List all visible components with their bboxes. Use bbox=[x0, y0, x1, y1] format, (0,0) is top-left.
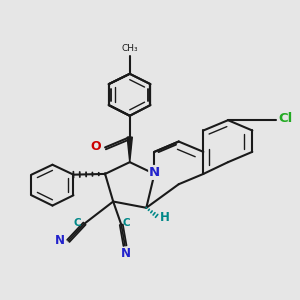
Text: N: N bbox=[121, 247, 131, 260]
Text: Cl: Cl bbox=[279, 112, 293, 125]
Text: CH₃: CH₃ bbox=[122, 44, 138, 53]
Text: C: C bbox=[74, 218, 82, 228]
Text: O: O bbox=[91, 140, 101, 153]
Text: H: H bbox=[160, 211, 170, 224]
Polygon shape bbox=[127, 137, 132, 162]
Text: N: N bbox=[150, 166, 161, 179]
Text: N: N bbox=[55, 234, 65, 248]
Text: N: N bbox=[149, 166, 160, 179]
Text: C: C bbox=[122, 218, 130, 228]
